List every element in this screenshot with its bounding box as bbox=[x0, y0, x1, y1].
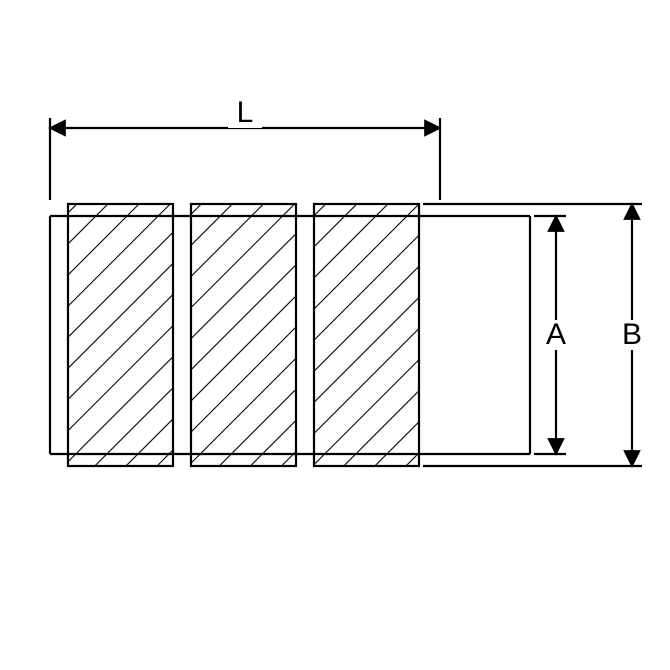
hatched-blocks bbox=[68, 204, 419, 466]
engineering-diagram: L L A B bbox=[0, 0, 670, 670]
dimension-l-label-visible: L bbox=[237, 96, 254, 129]
dimension-a-label: A bbox=[546, 318, 566, 351]
dimension-l bbox=[50, 118, 440, 200]
dimension-b-label: B bbox=[622, 318, 642, 351]
dimension-b bbox=[423, 204, 642, 466]
